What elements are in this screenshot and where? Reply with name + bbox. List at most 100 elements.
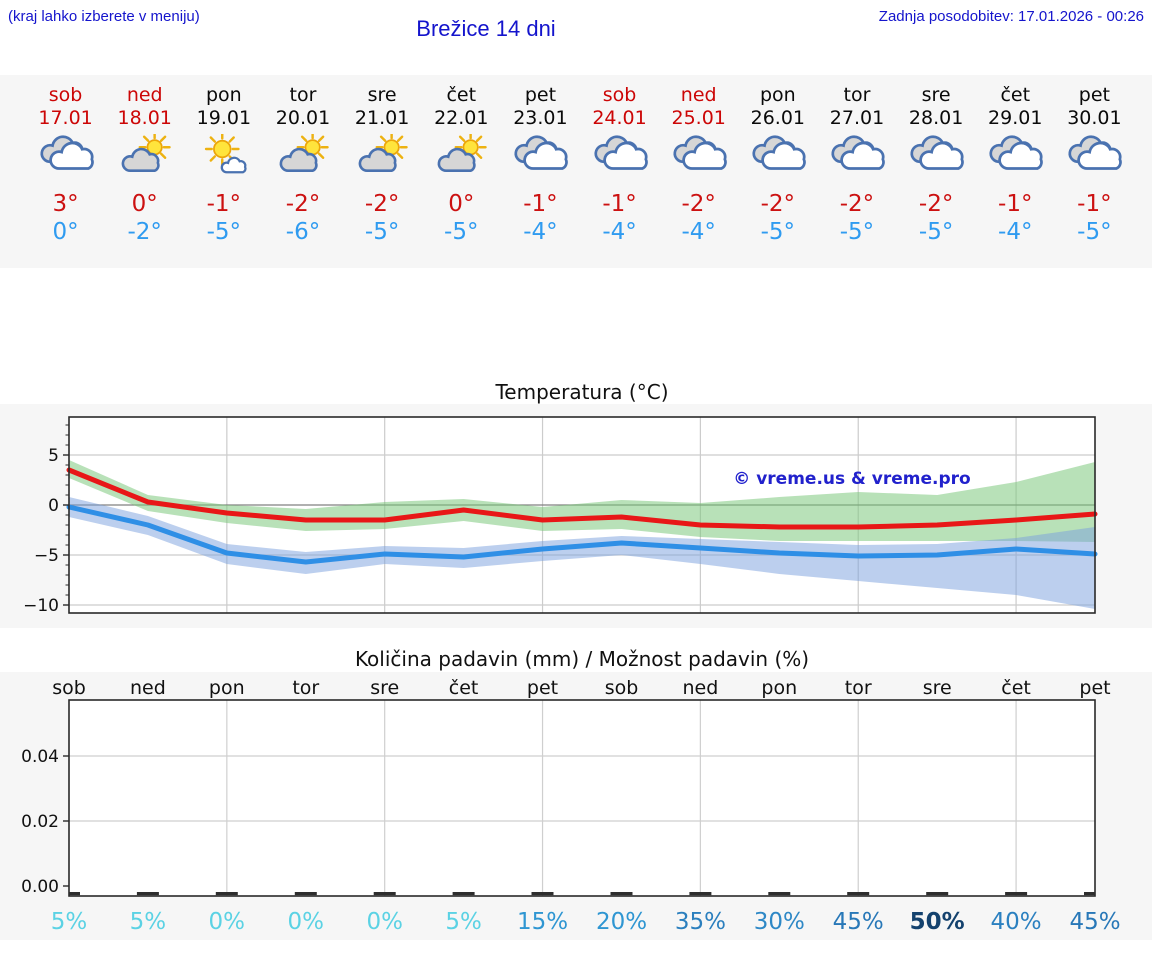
high-temp-label: 3° — [52, 191, 79, 217]
weather-icon — [422, 131, 501, 178]
day-date-label: 20.01 — [275, 107, 331, 129]
precip-probability-label: 30% — [754, 909, 805, 935]
high-temp-label: -2° — [839, 191, 875, 217]
day-date-label: 17.01 — [38, 107, 93, 129]
precip-day-label: pon — [761, 677, 797, 699]
high-temp-label: -2° — [364, 191, 400, 217]
temperature-chart-title: Temperatura (°C) — [495, 380, 669, 404]
precip-day-label: tor — [845, 677, 872, 699]
day-name-label: čet — [1000, 84, 1031, 106]
high-temp-label: -2° — [285, 191, 321, 217]
day-date-label: 27.01 — [829, 107, 885, 129]
day-date-label: 26.01 — [750, 107, 806, 129]
last-update-label: Zadnja posodobitev: 17.01.2026 - 00:26 — [878, 8, 1144, 25]
day-column: pon 19.01 -1° -5° — [184, 84, 263, 247]
partly-sunny-icon — [437, 131, 487, 173]
day-name-label: sre — [367, 84, 397, 106]
precip-y-tick-label: 0.04 — [21, 747, 59, 767]
cloudy-icon — [752, 135, 806, 170]
weather-icon — [817, 134, 896, 178]
precip-probability-label: 0% — [288, 909, 325, 935]
weather-icon — [343, 131, 422, 178]
weather-icon — [738, 134, 817, 178]
high-temp-label: -1° — [998, 191, 1033, 217]
forecast-strip: sob 17.01 3° 0° ned 18.01 0° -2° pon 19.… — [0, 75, 1152, 268]
cloudy-icon — [989, 135, 1044, 170]
high-temp-label: -1° — [206, 191, 242, 217]
precip-probability-label: 40% — [991, 909, 1042, 935]
precip-day-label: sob — [605, 677, 639, 699]
low-temp-label: -4° — [681, 219, 716, 245]
low-temp-label: -5° — [839, 219, 875, 245]
day-name-label: ned — [126, 84, 163, 106]
page-title: Brežice 14 dni — [416, 16, 556, 41]
precip-day-label: tor — [292, 677, 319, 699]
weather-icon — [580, 134, 659, 178]
day-date-label: 30.01 — [1067, 107, 1122, 129]
precip-bar — [768, 892, 791, 896]
precip-probability-label: 15% — [517, 909, 568, 935]
low-temp-label: 0° — [52, 219, 79, 245]
day-name-label: ned — [680, 84, 717, 106]
precip-y-tick-label: 0.02 — [21, 812, 59, 832]
day-name-label: sre — [921, 84, 951, 106]
day-column: čet 29.01 -1° -4° — [976, 84, 1055, 247]
high-temp-label: -2° — [681, 191, 716, 217]
precip-probability-label: 5% — [445, 909, 482, 935]
menu-hint-label: (kraj lahko izberete v meniju) — [8, 8, 200, 25]
precip-bar — [689, 892, 712, 896]
day-date-label: 21.01 — [354, 107, 410, 129]
high-temp-label: 0° — [131, 191, 158, 217]
min-temperature-line — [66, 504, 1098, 565]
low-temp-label: -4° — [998, 219, 1033, 245]
precipitation-chart: 0.04 0.02 0.00 sob ned pon tor sre čet pet sob ned p… — [21, 677, 1120, 935]
day-column: ned 18.01 0° -2° — [105, 84, 184, 247]
high-temp-label: -1° — [523, 191, 558, 217]
day-name-label: sob — [602, 84, 637, 106]
precip-day-label: čet — [1001, 677, 1031, 699]
precip-bar — [373, 892, 396, 896]
precip-probability-label: 45% — [1069, 909, 1120, 935]
precip-bar — [1084, 892, 1095, 896]
precip-day-label: pon — [209, 677, 245, 699]
partly-sunny-icon — [279, 131, 329, 173]
precip-bar — [1005, 892, 1028, 896]
temp-y-tick-label: −10 — [23, 596, 59, 616]
sun-rays — [204, 131, 240, 167]
day-date-label: 18.01 — [117, 107, 172, 129]
day-date-label: 23.01 — [513, 107, 568, 129]
mostly-sunny-icon — [204, 131, 247, 174]
low-temp-label: -4° — [602, 219, 637, 245]
precip-bar — [926, 892, 949, 896]
weather-icon — [501, 134, 580, 178]
precip-bar — [215, 892, 238, 896]
day-date-label: 22.01 — [434, 107, 489, 129]
precip-bar — [452, 892, 475, 896]
low-temp-label: -4° — [523, 219, 558, 245]
high-temp-label: 0° — [448, 191, 475, 217]
low-temp-label: -5° — [1077, 219, 1112, 245]
day-date-label: 24.01 — [592, 107, 647, 129]
weather-icon — [897, 134, 976, 178]
forecast-days-row: sob 17.01 3° 0° ned 18.01 0° -2° pon 19.… — [26, 84, 1134, 247]
low-temp-label: -5° — [364, 219, 400, 245]
cloudy-icon — [514, 135, 569, 170]
high-temp-label: -2° — [760, 191, 796, 217]
weather-icon — [263, 131, 342, 178]
precip-day-label: sob — [52, 677, 86, 699]
precip-probability-label: 5% — [51, 909, 88, 935]
precip-y-tick-label: 0.00 — [21, 877, 59, 897]
precip-probability-label: 0% — [366, 909, 403, 935]
temp-y-tick-label: 0 — [48, 496, 59, 516]
day-column: sob 17.01 3° 0° — [26, 84, 105, 247]
cloudy-icon — [673, 135, 727, 170]
precip-day-label: ned — [683, 677, 719, 699]
partly-sunny-icon — [121, 131, 171, 173]
weather-icon — [1055, 134, 1134, 178]
high-temp-label: -1° — [1077, 191, 1112, 217]
day-name-label: tor — [843, 84, 871, 106]
temperature-chart: 5 0 −5 −10 © vreme.us & vreme.pro — [23, 416, 1098, 616]
day-name-label: tor — [289, 84, 317, 106]
day-name-label: pon — [759, 84, 796, 106]
